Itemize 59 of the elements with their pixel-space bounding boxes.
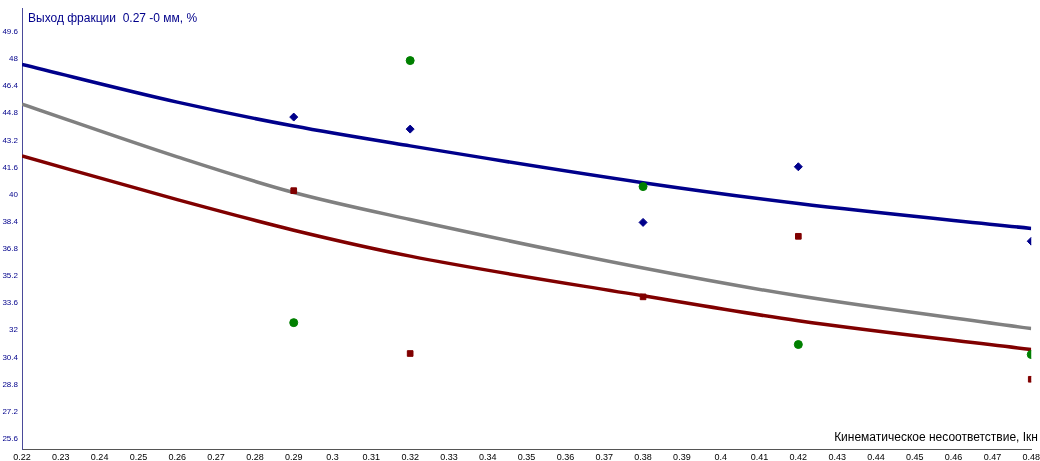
- x-tick-label: 0.3: [326, 451, 339, 461]
- point: [638, 217, 648, 227]
- point: [793, 340, 803, 350]
- y-tick-label: 32: [9, 325, 19, 335]
- x-tick-label: 0.31: [362, 451, 381, 461]
- y-tick-label: 48: [9, 54, 19, 64]
- y-tick-label: 30.4: [2, 352, 19, 362]
- x-tick-label: 0.48: [1022, 451, 1040, 461]
- x-tick-label: 0.44: [867, 451, 885, 461]
- x-tick-label: 0.33: [440, 451, 458, 461]
- x-tick-label: 0.45: [906, 451, 924, 461]
- point: [405, 124, 415, 134]
- y-tick-label: 25.6: [2, 434, 19, 444]
- x-tick-label: 0.23: [52, 451, 70, 461]
- x-tick-label: 0.32: [401, 451, 419, 461]
- y-tick-label: 38.4: [2, 216, 19, 226]
- x-tick-label: 0.29: [284, 451, 303, 461]
- line-series: [22, 62, 1032, 231]
- y-tick-label: 43.2: [2, 135, 19, 145]
- y-tick-label: 27.2: [2, 406, 19, 416]
- y-tick-label: 35.2: [2, 271, 19, 281]
- x-axis-title: Кинематическое несоответствие, Iкн: [834, 430, 1038, 445]
- x-tick-label: 0.28: [246, 451, 264, 461]
- x-tick-label: 0.42: [789, 451, 808, 461]
- x-tick-label: 0.47: [983, 451, 1002, 461]
- x-tick-label: 0.36: [556, 451, 575, 461]
- x-tick-label: 0.38: [634, 451, 652, 461]
- x-tick-label: 0.46: [944, 451, 963, 461]
- y-tick-label: 40: [9, 189, 19, 199]
- x-tick-label: 0.4: [714, 451, 727, 461]
- y-tick-label: 41.6: [2, 162, 19, 172]
- y-axis-title: Выход фракции 0.27 -0 мм, %: [28, 11, 198, 26]
- x-tick-label: 0.24: [90, 451, 109, 461]
- x-tick-label: 0.41: [750, 451, 769, 461]
- point: [793, 162, 803, 172]
- y-tick-label: 49.6: [2, 26, 19, 36]
- x-tick-label: 0.27: [207, 451, 225, 461]
- point: [795, 232, 802, 240]
- point: [289, 318, 299, 328]
- x-tick-label: 0.34: [479, 451, 497, 461]
- point: [290, 187, 298, 194]
- x-tick-label: 0.43: [828, 451, 846, 461]
- y-tick-label: 33.6: [2, 298, 19, 308]
- line-series: [22, 102, 1032, 331]
- y-tick-label: 46.4: [2, 81, 19, 91]
- point: [405, 56, 415, 66]
- x-tick-label: 0.22: [13, 451, 31, 461]
- point: [638, 182, 648, 192]
- point: [639, 293, 647, 301]
- x-tick-label: 0.25: [129, 451, 148, 461]
- x-tick-label: 0.26: [168, 451, 187, 461]
- point: [289, 112, 299, 122]
- x-tick-label: 0.35: [517, 451, 536, 461]
- point: [406, 350, 414, 357]
- y-tick-label: 36.8: [2, 244, 19, 254]
- y-tick-label: 28.8: [2, 379, 19, 389]
- x-tick-label: 0.37: [595, 451, 614, 461]
- x-tick-label: 0.39: [673, 451, 691, 461]
- y-tick-label: 44.8: [2, 108, 19, 118]
